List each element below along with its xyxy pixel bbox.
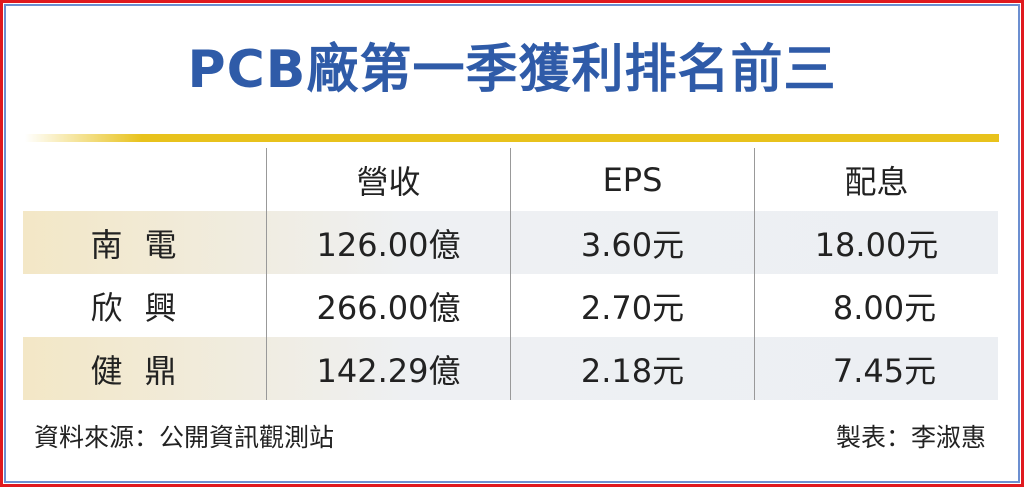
page-title: PCB廠第一季獲利排名前三: [187, 40, 837, 100]
table-row: 南電 126.00億 3.60元 18.00元: [23, 211, 998, 274]
eps-cell: 3.60元: [511, 211, 755, 274]
header-cell: [23, 148, 267, 211]
company-cell: 南電: [23, 211, 267, 274]
author-note: 製表：李淑惠: [835, 423, 986, 452]
dividend-cell: 18.00元: [814, 225, 939, 264]
header-cell: 配息: [844, 162, 909, 201]
table-row: 欣興 266.00億 2.70元 8.00元: [23, 274, 998, 337]
table-header-row: 營收 EPS 配息: [23, 148, 998, 211]
dividend-cell: 7.45元: [832, 351, 937, 390]
source-note: 資料來源：公開資訊觀測站: [34, 423, 335, 452]
company-cell: 欣興: [23, 274, 267, 337]
revenue-cell: 142.29億: [267, 337, 511, 400]
eps-cell: 2.18元: [511, 337, 755, 400]
eps-cell: 2.70元: [511, 274, 755, 337]
accent-divider: [25, 134, 999, 142]
revenue-cell: 266.00億: [267, 274, 511, 337]
inner-border: [4, 4, 1020, 483]
data-table: 營收 EPS 配息 南電 126.00億 3.60元 18.00元 欣興 266…: [23, 148, 998, 400]
revenue-cell: 126.00億: [267, 211, 511, 274]
header-cell: 營收: [267, 148, 511, 211]
company-cell: 健鼎: [23, 337, 267, 400]
dividend-cell: 8.00元: [832, 288, 937, 327]
header-cell: EPS: [511, 148, 755, 211]
table-row: 健鼎 142.29億 2.18元 7.45元: [23, 337, 998, 400]
